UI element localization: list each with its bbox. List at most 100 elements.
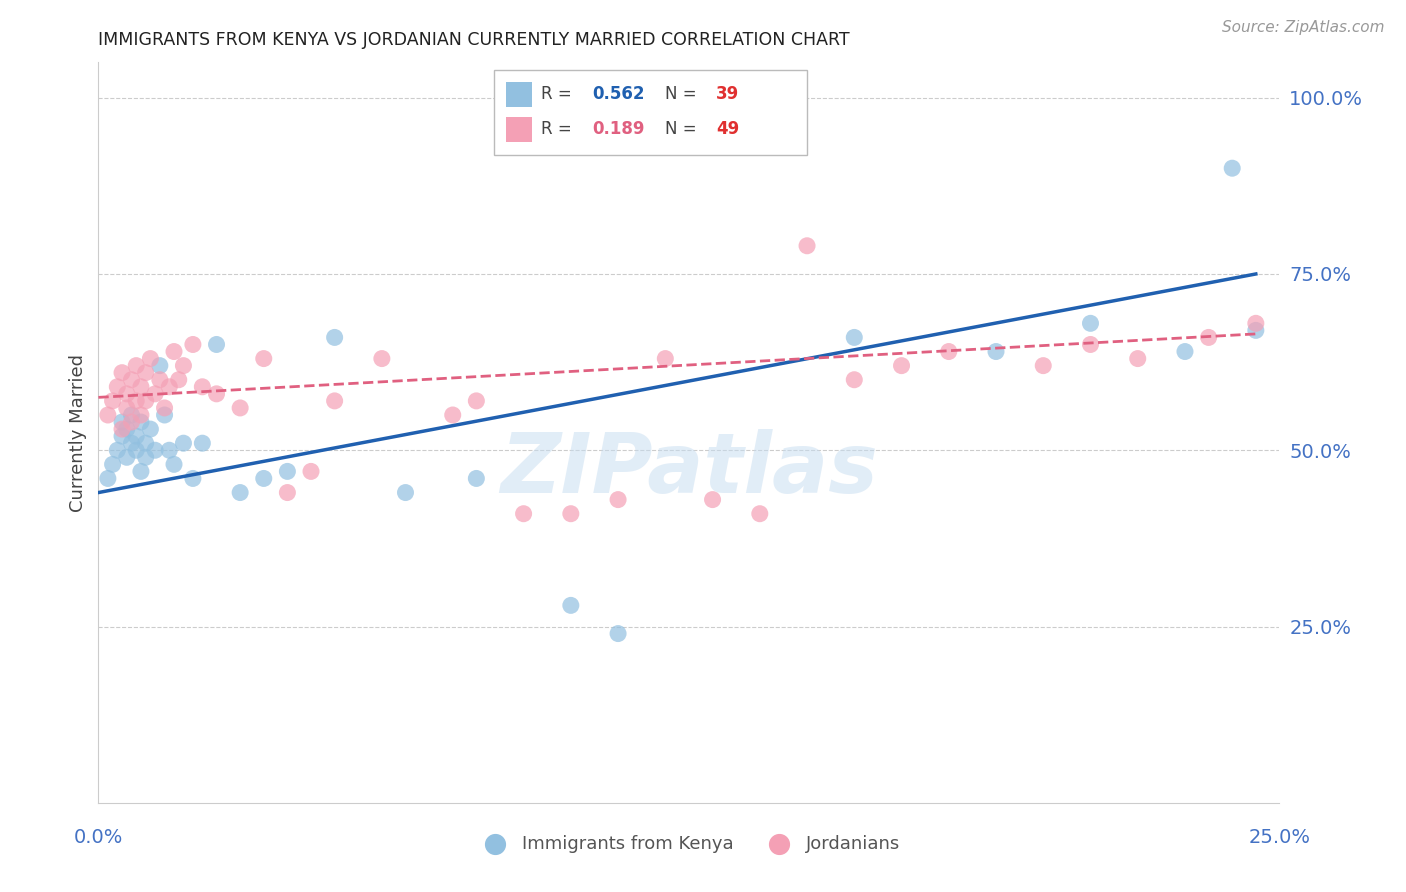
Point	[125, 443, 148, 458]
Point	[135, 366, 157, 380]
Text: N =: N =	[665, 120, 697, 138]
Text: 0.0%: 0.0%	[73, 828, 124, 847]
Point	[1126, 351, 1149, 366]
Point	[938, 344, 960, 359]
Legend: Immigrants from Kenya, Jordanians: Immigrants from Kenya, Jordanians	[470, 828, 908, 861]
Point	[607, 626, 630, 640]
Point	[129, 408, 152, 422]
Point	[111, 415, 134, 429]
Point	[139, 422, 162, 436]
Point	[465, 393, 488, 408]
Point	[143, 387, 166, 401]
Text: N =: N =	[665, 86, 697, 103]
Point	[121, 373, 143, 387]
Point	[299, 464, 322, 478]
Point	[129, 415, 152, 429]
Text: 39: 39	[716, 86, 740, 103]
Point	[654, 351, 676, 366]
Point	[101, 458, 124, 472]
Point	[1220, 161, 1243, 176]
Point	[172, 436, 194, 450]
Point	[105, 380, 128, 394]
Point	[101, 393, 124, 408]
Point	[135, 393, 157, 408]
Text: 0.562: 0.562	[592, 86, 644, 103]
Point	[143, 443, 166, 458]
Point	[191, 436, 214, 450]
Point	[276, 464, 298, 478]
Point	[890, 359, 912, 373]
Point	[115, 401, 138, 415]
Point	[748, 507, 770, 521]
Point	[115, 387, 138, 401]
Point	[560, 599, 582, 613]
FancyBboxPatch shape	[494, 70, 807, 155]
Point	[135, 450, 157, 465]
Point	[153, 408, 176, 422]
Point	[844, 373, 866, 387]
Point	[1244, 323, 1267, 337]
Point	[129, 464, 152, 478]
Text: R =: R =	[541, 120, 572, 138]
Point	[512, 507, 534, 521]
Text: R =: R =	[541, 86, 572, 103]
Point	[702, 492, 724, 507]
Point	[125, 429, 148, 443]
Y-axis label: Currently Married: Currently Married	[69, 353, 87, 512]
Point	[323, 330, 346, 344]
Point	[844, 330, 866, 344]
Point	[105, 443, 128, 458]
Point	[1244, 316, 1267, 330]
Point	[153, 401, 176, 415]
Point	[97, 471, 120, 485]
Point	[149, 359, 172, 373]
Point	[229, 401, 252, 415]
Text: IMMIGRANTS FROM KENYA VS JORDANIAN CURRENTLY MARRIED CORRELATION CHART: IMMIGRANTS FROM KENYA VS JORDANIAN CURRE…	[98, 31, 851, 49]
Point	[1080, 316, 1102, 330]
Point	[181, 337, 204, 351]
Point	[135, 436, 157, 450]
Point	[125, 393, 148, 408]
Point	[157, 380, 180, 394]
Point	[253, 351, 276, 366]
Point	[125, 359, 148, 373]
Text: 0.189: 0.189	[592, 120, 644, 138]
Point	[984, 344, 1007, 359]
Point	[167, 373, 190, 387]
Point	[157, 443, 180, 458]
Point	[394, 485, 416, 500]
Point	[111, 429, 134, 443]
Point	[191, 380, 214, 394]
Point	[1032, 359, 1054, 373]
Text: 25.0%: 25.0%	[1249, 828, 1310, 847]
Text: ZIPatlas: ZIPatlas	[501, 429, 877, 510]
Point	[607, 492, 630, 507]
Point	[129, 380, 152, 394]
Point	[560, 507, 582, 521]
Point	[163, 344, 186, 359]
Text: 49: 49	[716, 120, 740, 138]
Point	[1198, 330, 1220, 344]
Point	[115, 450, 138, 465]
Point	[181, 471, 204, 485]
Point	[465, 471, 488, 485]
Point	[323, 393, 346, 408]
Point	[121, 408, 143, 422]
Point	[115, 422, 138, 436]
Point	[371, 351, 394, 366]
Point	[121, 436, 143, 450]
FancyBboxPatch shape	[506, 82, 531, 107]
Point	[139, 351, 162, 366]
Point	[205, 387, 228, 401]
Point	[205, 337, 228, 351]
Point	[276, 485, 298, 500]
Point	[1080, 337, 1102, 351]
Point	[441, 408, 464, 422]
Point	[163, 458, 186, 472]
Point	[97, 408, 120, 422]
Point	[111, 366, 134, 380]
Point	[121, 415, 143, 429]
Point	[229, 485, 252, 500]
Text: Source: ZipAtlas.com: Source: ZipAtlas.com	[1222, 20, 1385, 35]
Point	[172, 359, 194, 373]
